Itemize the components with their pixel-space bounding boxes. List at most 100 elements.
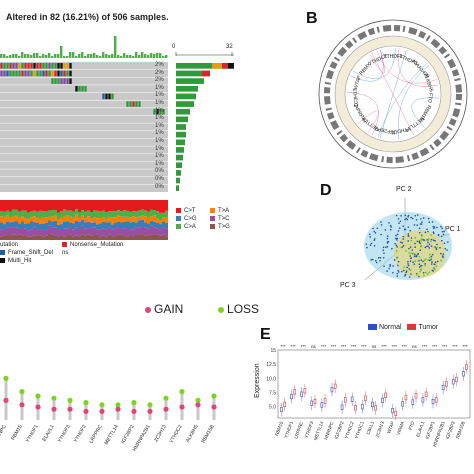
pca-point (407, 264, 410, 267)
snv-stack-segment (27, 236, 30, 240)
pca-point (435, 248, 438, 251)
snv-stack-segment (159, 212, 162, 221)
pca-point (442, 253, 445, 255)
pca-point (424, 264, 426, 267)
snv-stack-segment (0, 236, 3, 240)
snv-stack-segment (63, 209, 66, 217)
snv-stack-segment (132, 229, 135, 237)
snv-stack-segment (30, 221, 33, 230)
pca-point (433, 226, 436, 228)
snv-stack-segment (153, 234, 156, 240)
tumor-box (364, 395, 367, 401)
pca-point (394, 237, 397, 240)
snv-stack-segment (84, 222, 87, 229)
snv-stack-segment (126, 210, 129, 217)
pca-point (404, 214, 407, 217)
sample-frequency-bar (30, 55, 33, 58)
mutation-cell (39, 70, 42, 77)
sample-frequency-bar (141, 52, 144, 58)
pca-point (416, 240, 419, 243)
snv-stack-segment (54, 210, 57, 216)
circos-gene-label: WTAP (353, 74, 363, 90)
gene-label: CBLL1 (366, 420, 376, 435)
pca-point (434, 246, 436, 248)
sample-frequency-bar (48, 53, 51, 58)
snv-stack-segment (99, 211, 102, 218)
circos-gene-label: ALKBH5 (422, 73, 434, 93)
sample-frequency-bar (96, 55, 99, 58)
snv-stack-segment (27, 200, 30, 213)
sample-frequency-bar (147, 55, 150, 58)
mutation-cell (153, 108, 156, 115)
snv-stack-segment (144, 227, 147, 236)
gene-label: YTHDC1 (354, 420, 365, 439)
sample-frequency-bar (36, 53, 39, 58)
pca-point (380, 224, 383, 226)
snv-stack-segment (15, 200, 18, 210)
gain-marker (51, 406, 57, 412)
snv-stack-segment (36, 211, 39, 219)
snv-stack-segment (105, 218, 108, 223)
pca-point (410, 216, 412, 219)
snv-stack-segment (165, 210, 168, 218)
pca-point (400, 215, 402, 217)
sample-frequency-bar (42, 54, 45, 58)
snv-stack-segment (129, 222, 132, 230)
sample-frequency-bar (3, 54, 6, 58)
normal-box (300, 391, 303, 397)
mutation-cell (57, 70, 60, 77)
pca-point (407, 215, 409, 218)
pca-point (424, 262, 427, 265)
mutation-cell (69, 63, 72, 69)
pca-plot (364, 198, 452, 281)
normal-box (340, 404, 344, 410)
circos-gene-label: FTO (426, 93, 433, 104)
loss-dot (218, 306, 225, 313)
pca-point (396, 264, 399, 267)
row-percentage: 1% (155, 84, 164, 91)
snv-stack-segment (15, 221, 18, 228)
mutation-cell (66, 63, 69, 69)
normal-box (290, 393, 293, 400)
snv-stack-segment (150, 216, 153, 222)
row-percentage: 1% (155, 99, 164, 106)
mutation-cell (54, 78, 57, 84)
circos-gene-label: IGF2BP2 (374, 125, 396, 135)
pca-point (405, 271, 407, 274)
pca-point (396, 237, 399, 240)
snv-class-strip (0, 200, 168, 240)
cnv-legend: GAIN LOSS (145, 302, 259, 316)
pca-point (420, 223, 423, 225)
mutation-cell (162, 108, 165, 115)
loss-marker (83, 400, 89, 406)
significance-label: *** (381, 344, 387, 349)
snv-stack-segment (39, 235, 42, 240)
snv-stack-segment (147, 200, 150, 212)
pca-point (428, 247, 431, 249)
pca-point (410, 237, 413, 239)
snv-stack-segment (129, 235, 132, 240)
pca-point (373, 230, 376, 233)
snv-stack-segment (45, 217, 48, 223)
y-axis-label: Expression (254, 363, 261, 398)
pca-point (373, 244, 376, 247)
row-percentage: 1% (155, 92, 164, 99)
pca-point (402, 244, 405, 247)
pca-point (404, 273, 407, 276)
gene-frequency-bar (176, 139, 185, 146)
snv-stack-segment (150, 234, 153, 240)
snv-stack-segment (42, 223, 45, 231)
pca-point (416, 214, 419, 216)
snv-stack-segment (6, 200, 9, 211)
pca-point (399, 241, 402, 244)
pca-point (414, 253, 416, 256)
pca-point (427, 238, 430, 240)
gene-frequency-bar (176, 70, 210, 77)
snv-stack-segment (48, 200, 51, 211)
snv-stack-segment (78, 218, 81, 223)
mutation-cell (3, 63, 6, 69)
pca-point (447, 241, 449, 243)
snv-stack-segment (21, 210, 24, 217)
pca-point (420, 218, 422, 220)
gene-label: FTO (408, 420, 416, 431)
